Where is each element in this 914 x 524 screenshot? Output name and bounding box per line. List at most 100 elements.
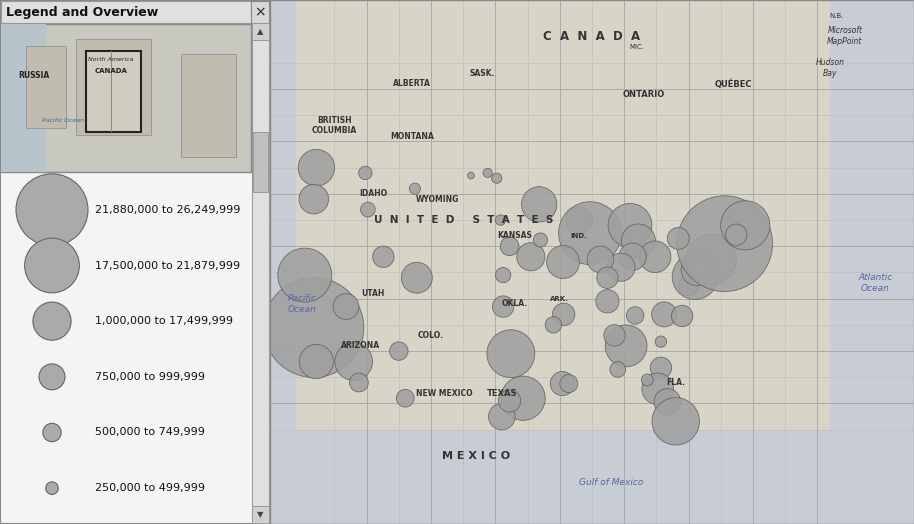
Circle shape — [597, 267, 618, 288]
Circle shape — [489, 403, 515, 430]
Circle shape — [596, 290, 619, 313]
Text: ONTARIO: ONTARIO — [622, 90, 664, 99]
Bar — [270, 0, 296, 524]
Bar — [252, 506, 269, 523]
Text: 21,880,000 to 26,249,999: 21,880,000 to 26,249,999 — [95, 205, 240, 215]
Text: M E X I C O: M E X I C O — [442, 451, 510, 461]
Text: MIC.: MIC. — [630, 44, 644, 50]
Text: 750,000 to 999,999: 750,000 to 999,999 — [95, 372, 205, 382]
Text: 1,000,000 to 17,499,999: 1,000,000 to 17,499,999 — [95, 316, 233, 326]
Bar — [830, 0, 914, 524]
Circle shape — [349, 373, 368, 392]
Circle shape — [607, 253, 635, 281]
Text: IDAHO: IDAHO — [359, 189, 388, 199]
Circle shape — [360, 202, 376, 217]
Circle shape — [498, 390, 521, 412]
Circle shape — [492, 173, 502, 183]
Text: COLO.: COLO. — [418, 331, 444, 340]
Circle shape — [639, 241, 671, 272]
Circle shape — [558, 202, 622, 265]
Text: MONTANA: MONTANA — [389, 132, 433, 141]
Circle shape — [652, 302, 676, 327]
Circle shape — [409, 183, 420, 194]
Circle shape — [587, 246, 613, 272]
Circle shape — [484, 168, 493, 178]
Text: BRITISH
COLUMBIA: BRITISH COLUMBIA — [312, 116, 357, 136]
Circle shape — [721, 201, 770, 250]
Circle shape — [655, 336, 666, 347]
Text: ▼: ▼ — [257, 510, 264, 519]
Circle shape — [552, 303, 575, 325]
Text: TEXAS: TEXAS — [486, 388, 517, 398]
Circle shape — [495, 267, 511, 283]
Bar — [181, 53, 236, 157]
Text: ×: × — [254, 5, 266, 19]
Text: Microsoft
MapPoint: Microsoft MapPoint — [827, 26, 863, 46]
Text: ARK.: ARK. — [550, 296, 569, 302]
Text: Legend and Overview: Legend and Overview — [6, 5, 158, 18]
Circle shape — [726, 224, 747, 245]
Circle shape — [493, 296, 514, 317]
Circle shape — [33, 302, 71, 340]
Circle shape — [559, 375, 578, 392]
Circle shape — [298, 149, 335, 186]
Bar — [76, 39, 151, 135]
Bar — [1, 24, 251, 172]
Bar — [252, 23, 269, 40]
Circle shape — [622, 224, 655, 258]
Text: IND.: IND. — [570, 233, 588, 239]
Circle shape — [626, 307, 643, 324]
Text: ARIZONA: ARIZONA — [341, 341, 379, 351]
Bar — [1, 24, 46, 172]
Bar — [86, 51, 141, 132]
Circle shape — [468, 172, 474, 179]
Text: NEW MEXICO: NEW MEXICO — [416, 388, 473, 398]
Text: CANADA: CANADA — [94, 68, 127, 74]
Text: ▲: ▲ — [257, 27, 264, 36]
Circle shape — [299, 184, 328, 214]
Circle shape — [566, 207, 592, 233]
Circle shape — [686, 234, 737, 285]
Circle shape — [358, 166, 372, 180]
Circle shape — [604, 325, 625, 346]
Circle shape — [500, 237, 519, 256]
Bar — [252, 1, 269, 523]
Text: OKLA.: OKLA. — [502, 299, 527, 309]
Bar — [251, 1, 269, 23]
Circle shape — [495, 215, 505, 225]
Circle shape — [522, 187, 557, 222]
Circle shape — [487, 330, 535, 378]
Circle shape — [677, 196, 772, 291]
Circle shape — [672, 254, 717, 300]
Circle shape — [264, 278, 364, 377]
Bar — [1, 1, 251, 23]
Text: Pacific
Ocean: Pacific Ocean — [288, 294, 316, 314]
Text: ALBERTA: ALBERTA — [393, 79, 430, 89]
Circle shape — [46, 482, 58, 495]
Circle shape — [547, 246, 579, 278]
Circle shape — [610, 362, 625, 377]
Text: C  A  N  A  D  A: C A N A D A — [544, 30, 641, 43]
Circle shape — [642, 374, 654, 386]
Circle shape — [389, 342, 408, 361]
Circle shape — [681, 254, 713, 286]
Text: UTAH: UTAH — [361, 289, 385, 298]
Circle shape — [335, 343, 373, 380]
Circle shape — [16, 174, 88, 246]
Circle shape — [401, 262, 432, 293]
Circle shape — [333, 293, 359, 320]
Text: FLA.: FLA. — [666, 378, 686, 387]
Circle shape — [608, 203, 652, 247]
Circle shape — [373, 246, 394, 267]
Circle shape — [25, 238, 80, 293]
Text: 500,000 to 749,999: 500,000 to 749,999 — [95, 428, 205, 438]
Circle shape — [652, 398, 699, 445]
Text: Hudson
Bay: Hudson Bay — [816, 58, 845, 78]
Text: KANSAS: KANSAS — [497, 231, 532, 241]
Circle shape — [501, 376, 545, 420]
Text: 17,500,000 to 21,879,999: 17,500,000 to 21,879,999 — [95, 260, 240, 270]
Circle shape — [654, 389, 681, 415]
Circle shape — [678, 276, 699, 296]
Text: North America: North America — [89, 57, 133, 62]
Circle shape — [546, 316, 561, 333]
